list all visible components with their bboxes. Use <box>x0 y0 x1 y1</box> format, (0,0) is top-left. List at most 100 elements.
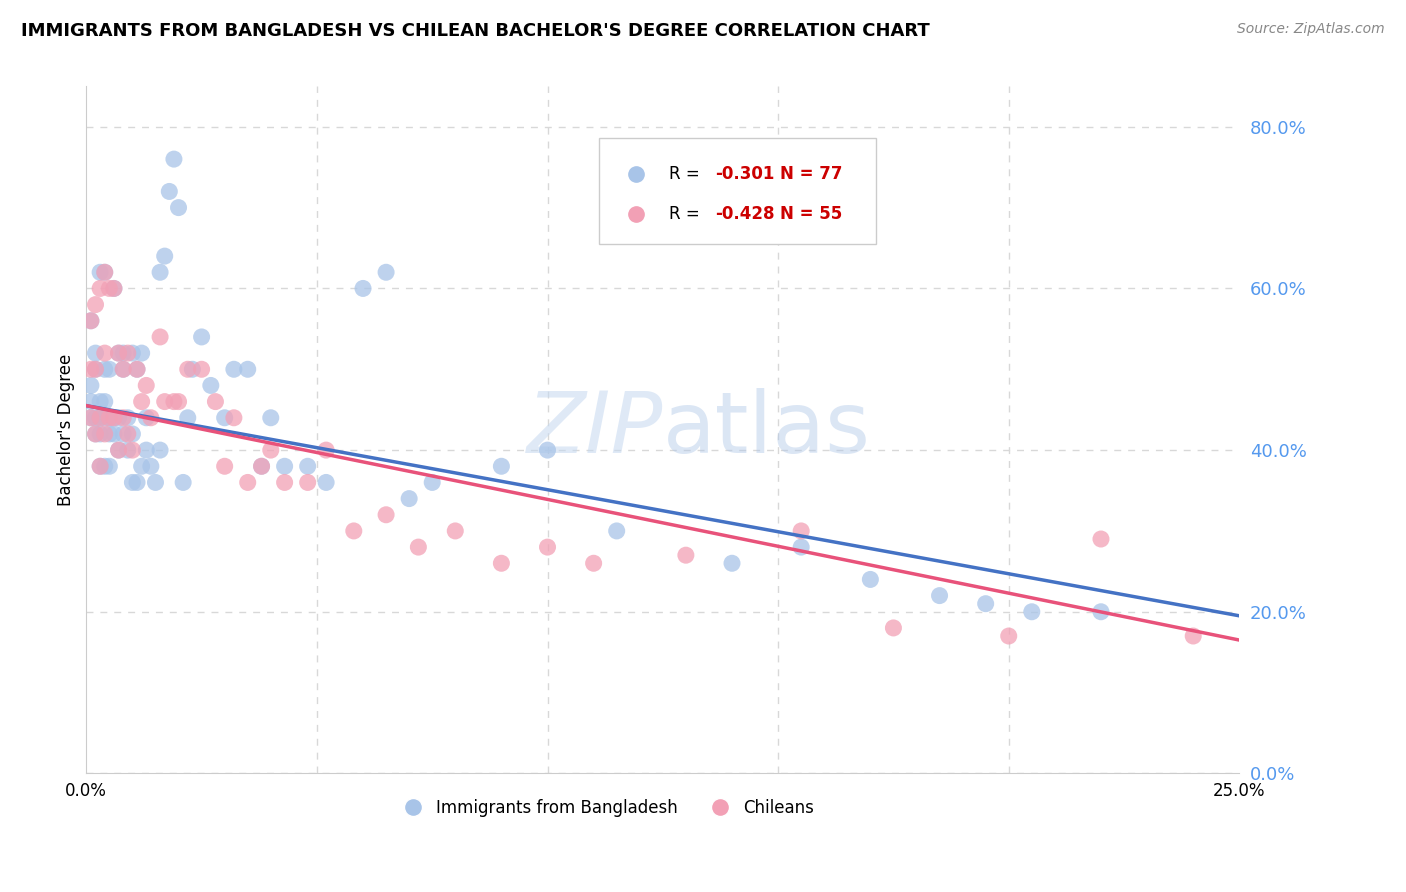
Point <box>103 410 125 425</box>
Point <box>536 443 558 458</box>
Point <box>343 524 366 538</box>
Point <box>721 556 744 570</box>
Point <box>103 281 125 295</box>
Point <box>89 281 111 295</box>
Point <box>190 330 212 344</box>
Point <box>89 265 111 279</box>
Point <box>80 394 103 409</box>
Point <box>121 475 143 490</box>
Point <box>121 443 143 458</box>
Point <box>103 410 125 425</box>
Text: Source: ZipAtlas.com: Source: ZipAtlas.com <box>1237 22 1385 37</box>
Point <box>89 426 111 441</box>
Point <box>107 346 129 360</box>
Text: R =: R = <box>669 205 704 223</box>
Point <box>135 378 157 392</box>
Point <box>84 362 107 376</box>
Point <box>859 573 882 587</box>
Point <box>222 362 245 376</box>
Point <box>107 443 129 458</box>
Point <box>882 621 904 635</box>
Point <box>260 410 283 425</box>
Point <box>107 443 129 458</box>
Point <box>214 459 236 474</box>
Point <box>98 362 121 376</box>
Point <box>125 362 148 376</box>
Point <box>80 314 103 328</box>
Point <box>112 362 135 376</box>
Point <box>131 346 153 360</box>
Point <box>125 475 148 490</box>
Point <box>93 410 115 425</box>
FancyBboxPatch shape <box>599 138 876 244</box>
Point <box>80 362 103 376</box>
Point <box>84 410 107 425</box>
Point <box>153 394 176 409</box>
Point <box>125 362 148 376</box>
Point <box>1090 532 1112 546</box>
Point <box>1021 605 1043 619</box>
Text: N = 55: N = 55 <box>780 205 842 223</box>
Point <box>89 410 111 425</box>
Point <box>200 378 222 392</box>
Point <box>98 410 121 425</box>
Point <box>139 459 162 474</box>
Point <box>84 362 107 376</box>
Point <box>89 459 111 474</box>
Point <box>214 410 236 425</box>
Point <box>84 297 107 311</box>
Point <box>149 443 172 458</box>
Point <box>398 491 420 506</box>
Point <box>177 362 200 376</box>
Point <box>93 394 115 409</box>
Point <box>167 394 190 409</box>
Point <box>297 459 319 474</box>
Point <box>157 185 180 199</box>
Point <box>93 362 115 376</box>
Point <box>675 548 697 562</box>
Point <box>315 443 337 458</box>
Point <box>117 346 139 360</box>
Point <box>408 540 430 554</box>
Point <box>107 410 129 425</box>
Point <box>131 459 153 474</box>
Point <box>117 410 139 425</box>
Point <box>420 475 443 490</box>
Point <box>80 410 103 425</box>
Point <box>145 475 167 490</box>
Point <box>135 410 157 425</box>
Point <box>80 314 103 328</box>
Point <box>167 201 190 215</box>
Point <box>236 475 259 490</box>
Point <box>117 426 139 441</box>
Point <box>112 426 135 441</box>
Point <box>172 475 194 490</box>
Point <box>107 346 129 360</box>
Text: R =: R = <box>669 165 704 184</box>
Point <box>1182 629 1205 643</box>
Text: ZIP: ZIP <box>527 388 662 471</box>
Point <box>491 556 513 570</box>
Point <box>112 346 135 360</box>
Point <box>89 394 111 409</box>
Point <box>273 459 295 474</box>
Point <box>103 426 125 441</box>
Text: IMMIGRANTS FROM BANGLADESH VS CHILEAN BACHELOR'S DEGREE CORRELATION CHART: IMMIGRANTS FROM BANGLADESH VS CHILEAN BA… <box>21 22 929 40</box>
Point <box>260 443 283 458</box>
Point <box>93 265 115 279</box>
Point <box>84 426 107 441</box>
Point <box>93 265 115 279</box>
Point <box>98 281 121 295</box>
Point <box>606 524 628 538</box>
Point <box>273 475 295 490</box>
Point <box>84 346 107 360</box>
Point <box>98 410 121 425</box>
Point <box>98 459 121 474</box>
Y-axis label: Bachelor's Degree: Bachelor's Degree <box>58 354 75 506</box>
Point <box>1090 605 1112 619</box>
Point <box>80 410 103 425</box>
Point <box>790 524 813 538</box>
Point <box>204 394 226 409</box>
Point <box>89 459 111 474</box>
Text: atlas: atlas <box>662 388 870 471</box>
